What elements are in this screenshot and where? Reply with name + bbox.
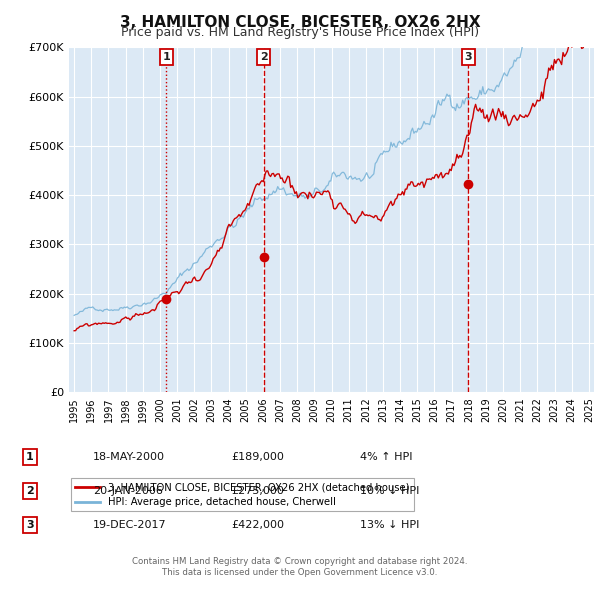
Text: 1: 1 (163, 52, 170, 62)
Text: £189,000: £189,000 (231, 453, 284, 462)
Text: Contains HM Land Registry data © Crown copyright and database right 2024.: Contains HM Land Registry data © Crown c… (132, 558, 468, 566)
Text: 20-JAN-2006: 20-JAN-2006 (93, 486, 163, 496)
Text: £422,000: £422,000 (231, 520, 284, 530)
Text: 2: 2 (26, 486, 34, 496)
Text: 2: 2 (260, 52, 268, 62)
Text: 4% ↑ HPI: 4% ↑ HPI (360, 453, 413, 462)
Text: 1: 1 (26, 453, 34, 462)
Legend: 3, HAMILTON CLOSE, BICESTER, OX26 2HX (detached house), HPI: Average price, deta: 3, HAMILTON CLOSE, BICESTER, OX26 2HX (d… (71, 478, 414, 512)
Text: 18-MAY-2000: 18-MAY-2000 (93, 453, 165, 462)
Text: £275,000: £275,000 (231, 486, 284, 496)
Text: Price paid vs. HM Land Registry's House Price Index (HPI): Price paid vs. HM Land Registry's House … (121, 26, 479, 39)
Text: This data is licensed under the Open Government Licence v3.0.: This data is licensed under the Open Gov… (163, 568, 437, 577)
Text: 10% ↓ HPI: 10% ↓ HPI (360, 486, 419, 496)
Text: 19-DEC-2017: 19-DEC-2017 (93, 520, 167, 530)
Text: 13% ↓ HPI: 13% ↓ HPI (360, 520, 419, 530)
Text: 3: 3 (26, 520, 34, 530)
Text: 3, HAMILTON CLOSE, BICESTER, OX26 2HX: 3, HAMILTON CLOSE, BICESTER, OX26 2HX (119, 15, 481, 30)
Text: 3: 3 (464, 52, 472, 62)
